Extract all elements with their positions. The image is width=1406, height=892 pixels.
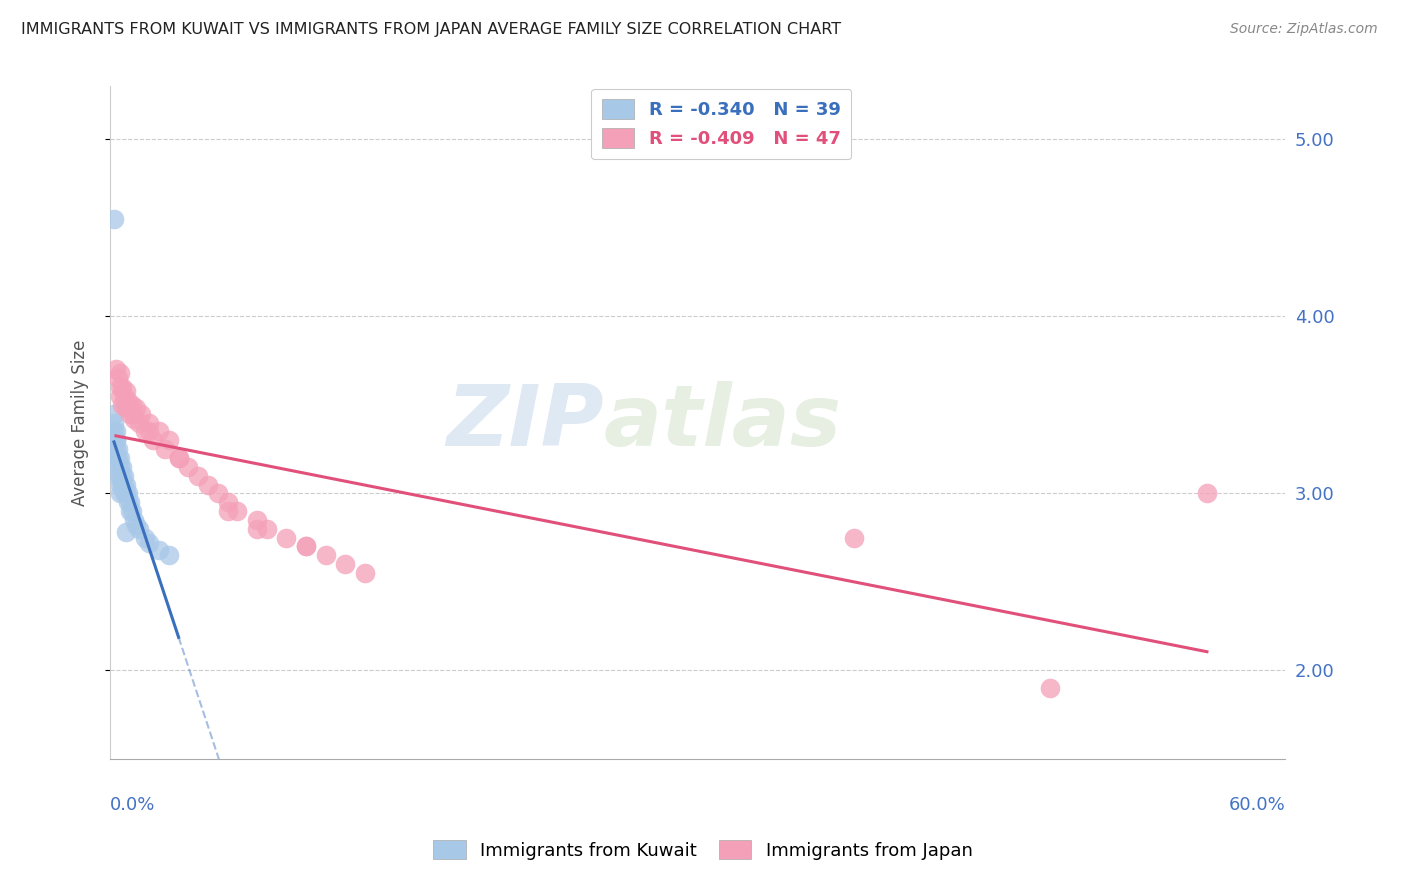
Legend: Immigrants from Kuwait, Immigrants from Japan: Immigrants from Kuwait, Immigrants from …: [426, 832, 980, 867]
Point: [108, 486, 131, 500]
Point: [124, 401, 146, 416]
Y-axis label: Average Family Size: Average Family Size: [72, 339, 89, 506]
Point: [844, 531, 866, 545]
Point: [138, 425, 160, 439]
Point: [112, 486, 135, 500]
Point: [315, 549, 337, 563]
Point: [103, 407, 125, 421]
Point: [131, 407, 153, 421]
Point: [108, 477, 131, 491]
Point: [114, 525, 136, 540]
Point: [226, 504, 249, 518]
Point: [104, 362, 127, 376]
Point: [128, 416, 150, 430]
Point: [148, 425, 170, 439]
Point: [134, 531, 156, 545]
Point: [111, 477, 134, 491]
Point: [111, 468, 134, 483]
Point: [112, 468, 135, 483]
Point: [187, 468, 209, 483]
Point: [107, 371, 129, 385]
Point: [148, 543, 170, 558]
Point: [197, 477, 219, 491]
Point: [142, 434, 165, 448]
Point: [138, 536, 160, 550]
Point: [1195, 486, 1218, 500]
Point: [177, 459, 200, 474]
Point: [276, 531, 298, 545]
Point: [108, 459, 131, 474]
Text: Source: ZipAtlas.com: Source: ZipAtlas.com: [1230, 22, 1378, 37]
Point: [122, 412, 145, 426]
Point: [121, 398, 143, 412]
Point: [117, 495, 139, 509]
Point: [104, 450, 127, 465]
Text: atlas: atlas: [603, 381, 842, 464]
Point: [104, 442, 127, 456]
Point: [207, 486, 229, 500]
Point: [118, 504, 141, 518]
Point: [114, 486, 136, 500]
Point: [107, 468, 129, 483]
Point: [295, 540, 318, 554]
Point: [217, 495, 239, 509]
Point: [114, 398, 136, 412]
Point: [256, 522, 278, 536]
Point: [128, 522, 150, 536]
Point: [117, 394, 139, 409]
Point: [167, 450, 190, 465]
Point: [153, 442, 176, 456]
Point: [124, 518, 146, 533]
Point: [107, 442, 129, 456]
Text: 60.0%: 60.0%: [1229, 796, 1285, 814]
Point: [104, 434, 127, 448]
Point: [111, 398, 134, 412]
Text: 0.0%: 0.0%: [110, 796, 156, 814]
Point: [117, 486, 139, 500]
Point: [122, 513, 145, 527]
Point: [108, 389, 131, 403]
Point: [112, 389, 135, 403]
Text: ZIP: ZIP: [446, 381, 603, 464]
Point: [104, 425, 127, 439]
Point: [167, 450, 190, 465]
Point: [134, 425, 156, 439]
Point: [108, 468, 131, 483]
Point: [122, 407, 145, 421]
Point: [111, 380, 134, 394]
Point: [138, 416, 160, 430]
Point: [103, 416, 125, 430]
Point: [107, 459, 129, 474]
Point: [246, 513, 269, 527]
Point: [121, 504, 143, 518]
Point: [114, 401, 136, 416]
Point: [108, 450, 131, 465]
Point: [111, 459, 134, 474]
Point: [217, 504, 239, 518]
Text: IMMIGRANTS FROM KUWAIT VS IMMIGRANTS FROM JAPAN AVERAGE FAMILY SIZE CORRELATION : IMMIGRANTS FROM KUWAIT VS IMMIGRANTS FRO…: [21, 22, 841, 37]
Point: [104, 434, 127, 448]
Point: [246, 522, 269, 536]
Point: [295, 540, 318, 554]
Point: [157, 434, 180, 448]
Point: [1039, 681, 1062, 695]
Point: [114, 477, 136, 491]
Point: [353, 566, 375, 580]
Point: [118, 407, 141, 421]
Point: [108, 366, 131, 380]
Point: [157, 549, 180, 563]
Point: [107, 450, 129, 465]
Point: [103, 212, 125, 227]
Point: [114, 384, 136, 398]
Legend: R = -0.340   N = 39, R = -0.409   N = 47: R = -0.340 N = 39, R = -0.409 N = 47: [591, 88, 852, 159]
Point: [118, 495, 141, 509]
Point: [333, 557, 356, 571]
Point: [103, 425, 125, 439]
Point: [108, 380, 131, 394]
Point: [112, 477, 135, 491]
